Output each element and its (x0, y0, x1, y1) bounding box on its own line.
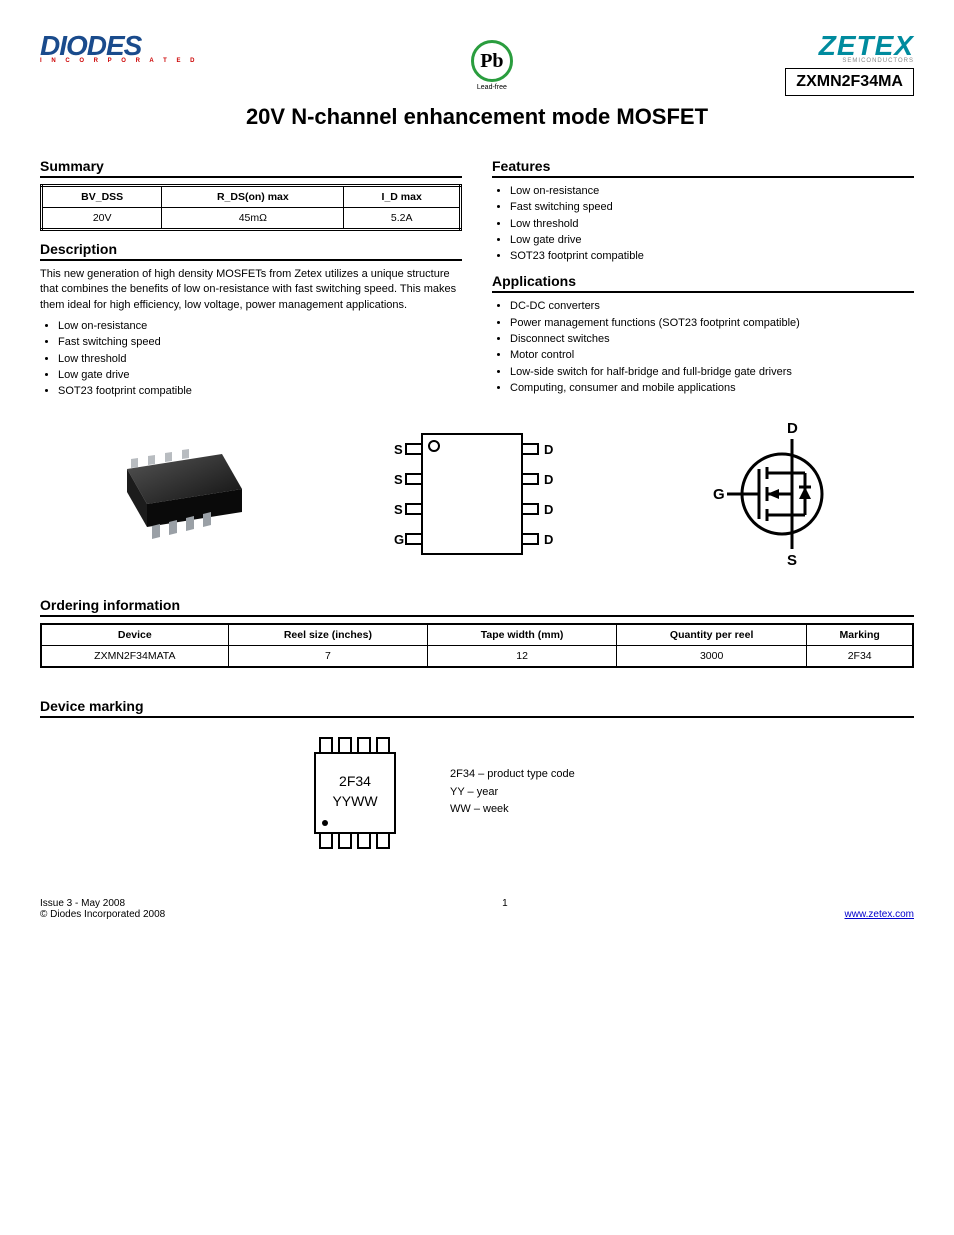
features-list: Low on-resistance Fast switching speed L… (510, 184, 914, 263)
ord-th: Quantity per reel (616, 624, 806, 646)
ord-td: 3000 (616, 645, 806, 667)
ord-th: Device (41, 624, 228, 646)
feature-bullet: Low threshold (510, 217, 914, 231)
legend-line: WW – week (450, 801, 575, 819)
desc-bullet: Low gate drive (58, 368, 462, 382)
chip-line-1: 2F34 (339, 773, 371, 789)
summary-heading: Summary (40, 158, 462, 178)
pin-label-d: D (544, 442, 553, 457)
feature-bullet: Low on-resistance (510, 184, 914, 198)
pin-label-g: G (394, 532, 404, 547)
app-bullet: DC-DC converters (510, 299, 914, 313)
summary-td-bvdss: 20V (42, 208, 162, 230)
zetex-subtitle: SEMICONDUCTORS (785, 58, 914, 64)
app-bullet: Disconnect switches (510, 332, 914, 346)
applications-list: DC-DC converters Power management functi… (510, 299, 914, 395)
pin-label-s: S (394, 502, 403, 517)
part-number: ZXMN2F34MA (785, 68, 914, 96)
ordering-table: Device Reel size (inches) Tape width (mm… (40, 623, 914, 668)
footer-url-link[interactable]: www.zetex.com (845, 909, 914, 920)
feature-bullet: SOT23 footprint compatible (510, 249, 914, 263)
ord-th: Reel size (inches) (228, 624, 428, 646)
feature-bullet: Fast switching speed (510, 200, 914, 214)
package-3d-icon (97, 434, 257, 554)
marking-chip-icon: 2F34 YYWW (290, 728, 420, 858)
description-heading: Description (40, 241, 462, 261)
diodes-logo-block: DIODES I N C O R P O R A T E D (40, 30, 198, 64)
description-body: This new generation of high density MOSF… (40, 267, 462, 313)
zetex-logo-block: ZETEX SEMICONDUCTORS ZXMN2F34MA (785, 30, 914, 96)
app-bullet: Computing, consumer and mobile applicati… (510, 381, 914, 395)
mosfet-symbol: D S G (687, 419, 857, 569)
pin-label-s: S (394, 442, 403, 457)
ordering-heading: Ordering information (40, 597, 914, 617)
app-bullet: Low-side switch for half-bridge and full… (510, 365, 914, 379)
footer-page: 1 (502, 898, 508, 909)
ord-td: 2F34 (807, 645, 913, 667)
legend-line: 2F34 – product type code (450, 766, 575, 784)
summary-td-id: 5.2A (344, 208, 461, 230)
pin-label-s: S (394, 472, 403, 487)
page-title: 20V N-channel enhancement mode MOSFET (40, 104, 914, 130)
applications-heading: Applications (492, 273, 914, 293)
page-footer: Issue 3 - May 2008 © Diodes Incorporated… (40, 898, 914, 920)
pin-label-d: D (544, 472, 553, 487)
desc-bullet: Low threshold (58, 352, 462, 366)
symbol-s: S (787, 552, 797, 569)
symbol-d: D (787, 420, 798, 437)
summary-th-id: I_D max (344, 186, 461, 208)
marking-legend: 2F34 – product type code YY – year WW – … (450, 766, 575, 819)
app-bullet: Motor control (510, 348, 914, 362)
features-heading: Features (492, 158, 914, 178)
pin-label-d: D (544, 532, 553, 547)
app-bullet: Power management functions (SOT23 footpr… (510, 316, 914, 330)
ord-th: Tape width (mm) (428, 624, 617, 646)
ord-td: 12 (428, 645, 617, 667)
description-bullets: Low on-resistance Fast switching speed L… (58, 319, 462, 398)
pin-label-d: D (544, 502, 553, 517)
pinout-diagram: S S S G D D D D (372, 424, 572, 564)
leadfree-label: Lead-free (471, 84, 513, 91)
footer-copyright: © Diodes Incorporated 2008 (40, 909, 165, 920)
summary-th-bvdss: BV_DSS (42, 186, 162, 208)
desc-bullet: Fast switching speed (58, 335, 462, 349)
footer-issue: Issue 3 - May 2008 (40, 898, 125, 909)
summary-td-rdson: 45mΩ (162, 208, 344, 230)
summary-th-rdson: R_DS(on) max (162, 186, 344, 208)
ord-td: ZXMN2F34MATA (41, 645, 228, 667)
leadfree-icon: Pb (471, 40, 513, 82)
ord-td: 7 (228, 645, 428, 667)
diodes-subtitle: I N C O R P O R A T E D (40, 58, 198, 64)
pb-text: Pb (480, 50, 503, 73)
feature-bullet: Low gate drive (510, 233, 914, 247)
symbol-g: G (713, 486, 725, 503)
desc-bullet: SOT23 footprint compatible (58, 384, 462, 398)
pb-badge-block: Pb Lead-free (471, 30, 513, 91)
desc-bullet: Low on-resistance (58, 319, 462, 333)
summary-table: BV_DSS R_DS(on) max I_D max 20V 45mΩ 5.2… (40, 184, 462, 231)
marking-heading: Device marking (40, 698, 914, 718)
chip-line-2: YYWW (332, 793, 378, 809)
ord-th: Marking (807, 624, 913, 646)
legend-line: YY – year (450, 784, 575, 802)
